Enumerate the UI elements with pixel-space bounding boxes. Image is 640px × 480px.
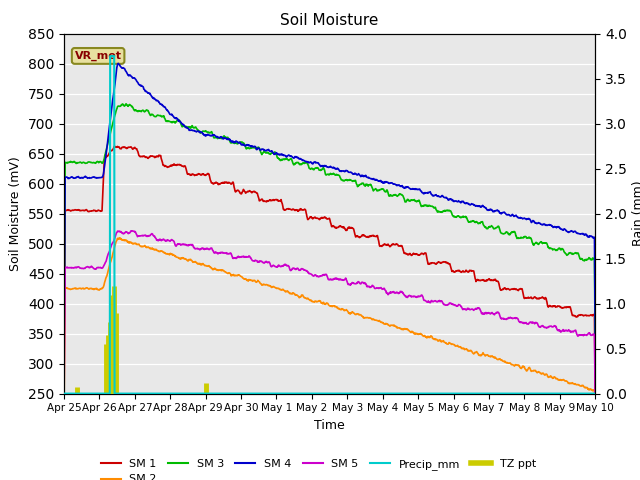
Text: VR_met: VR_met — [75, 51, 122, 61]
Y-axis label: Rain (mm): Rain (mm) — [632, 181, 640, 246]
Y-axis label: Soil Moisture (mV): Soil Moisture (mV) — [10, 156, 22, 271]
Legend: SM 1, SM 2, SM 3, SM 4, SM 5, Precip_mm, TZ ppt: SM 1, SM 2, SM 3, SM 4, SM 5, Precip_mm,… — [96, 455, 541, 480]
Title: Soil Moisture: Soil Moisture — [280, 13, 379, 28]
X-axis label: Time: Time — [314, 419, 345, 432]
